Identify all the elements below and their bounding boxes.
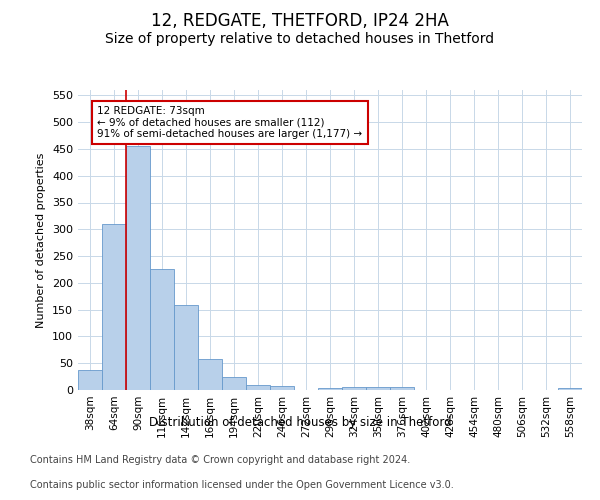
Text: Distribution of detached houses by size in Thetford: Distribution of detached houses by size … <box>149 416 451 429</box>
Y-axis label: Number of detached properties: Number of detached properties <box>37 152 46 328</box>
Bar <box>126 146 150 390</box>
Bar <box>246 384 270 390</box>
Text: Contains public sector information licensed under the Open Government Licence v3: Contains public sector information licen… <box>30 480 454 490</box>
Text: 12 REDGATE: 73sqm
← 9% of detached houses are smaller (112)
91% of semi-detached: 12 REDGATE: 73sqm ← 9% of detached house… <box>97 106 362 140</box>
Bar <box>150 270 174 390</box>
Bar <box>102 224 126 390</box>
Bar <box>270 386 294 390</box>
Text: Size of property relative to detached houses in Thetford: Size of property relative to detached ho… <box>106 32 494 46</box>
Bar <box>78 370 102 390</box>
Bar <box>222 376 246 390</box>
Bar <box>366 388 390 390</box>
Bar <box>318 388 342 390</box>
Text: 12, REDGATE, THETFORD, IP24 2HA: 12, REDGATE, THETFORD, IP24 2HA <box>151 12 449 30</box>
Bar <box>174 306 198 390</box>
Bar <box>342 388 366 390</box>
Bar <box>558 388 582 390</box>
Text: Contains HM Land Registry data © Crown copyright and database right 2024.: Contains HM Land Registry data © Crown c… <box>30 455 410 465</box>
Bar <box>198 360 222 390</box>
Bar <box>390 388 414 390</box>
